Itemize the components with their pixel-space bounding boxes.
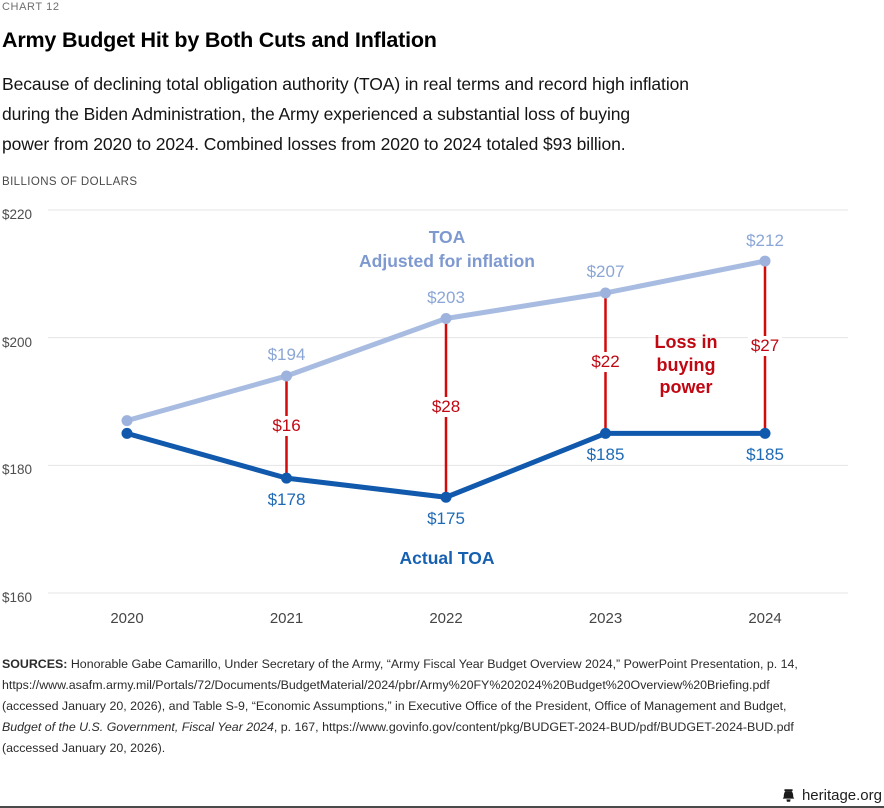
- x-tick-label: 2020: [110, 610, 144, 627]
- y-tick-label: $160: [2, 589, 33, 605]
- sources-line: Budget of the U.S. Government, Fiscal Ye…: [2, 720, 794, 734]
- toa-adjusted-point-2022: [440, 313, 452, 325]
- x-tick-label: 2022: [429, 610, 463, 627]
- actual-toa-series-label: Actual TOA: [399, 548, 495, 568]
- y-tick-label: $200: [2, 334, 33, 350]
- footer: heritage.org: [781, 787, 882, 804]
- loss-amount-label: $28: [428, 396, 464, 417]
- page-title: Army Budget Hit by Both Cuts and Inflati…: [2, 28, 437, 52]
- adjusted-value-label: $212: [746, 230, 784, 250]
- sources-line: (accessed January 20, 2026).: [2, 741, 166, 755]
- toa-adjusted-point-2021: [281, 370, 292, 382]
- loss-amount-label: $16: [269, 416, 304, 437]
- description-line: power from 2020 to 2024. Combined losses…: [2, 134, 626, 154]
- toa-adjusted-point-2023: [600, 287, 611, 299]
- sources-note: SOURCES: Honorable Gabe Camarillo, Under…: [2, 654, 872, 759]
- sources-line: (accessed January 20, 2026), and Table S…: [2, 699, 787, 713]
- y-tick-label: $220: [2, 207, 33, 222]
- y-axis-title: BILLIONS OF DOLLARS: [2, 176, 138, 188]
- y-tick-label: $180: [2, 462, 33, 478]
- toa-adjusted-point-2024: [759, 255, 771, 267]
- x-tick-label: 2023: [588, 610, 623, 627]
- actual-value-label: $185: [586, 445, 625, 465]
- description-line: Because of declining total obligation au…: [2, 74, 689, 94]
- loss-amount-label: $27: [747, 336, 783, 357]
- description-line: during the Biden Administration, the Arm…: [2, 104, 631, 124]
- chart-plot-area: $220 $200 $180 $160 2020 2021 2022 2023 2024 $194…: [0, 195, 884, 645]
- actual-toa-point-2022: [440, 491, 452, 503]
- sources-line: https://www.asafm.army.mil/Portals/72/Do…: [2, 678, 770, 692]
- actual-toa-point-2021: [281, 472, 292, 484]
- x-tick-label: 2021: [269, 610, 304, 627]
- actual-toa-point-2023: [600, 427, 611, 439]
- actual-toa-point-2020: [121, 427, 133, 439]
- footer-site-label: heritage.org: [801, 787, 882, 804]
- actual-value-label: $175: [427, 509, 465, 529]
- chart-description: Because of declining total obligation au…: [2, 69, 689, 159]
- adjusted-value-label: $203: [427, 288, 465, 308]
- actual-toa-point-2024: [759, 427, 771, 439]
- toa-adjusted-point-2020: [121, 415, 133, 427]
- chart-svg: [48, 209, 848, 594]
- toa-adjusted-series-label: TOA Adjusted for inflation: [359, 227, 535, 271]
- adjusted-value-label: $207: [586, 262, 625, 282]
- actual-value-label: $178: [267, 490, 306, 510]
- loss-amount-label: $22: [588, 352, 623, 373]
- sources-line: SOURCES: Honorable Gabe Camarillo, Under…: [2, 657, 798, 671]
- adjusted-value-label: $194: [267, 345, 306, 365]
- x-tick-label: 2024: [748, 610, 782, 627]
- loss-in-buying-power-label: Loss in buying power: [654, 332, 718, 397]
- actual-value-label: $185: [746, 445, 784, 465]
- chart-number: CHART 12: [2, 1, 60, 13]
- bottom-rule: [0, 806, 884, 808]
- heritage-bell-icon: [781, 788, 796, 803]
